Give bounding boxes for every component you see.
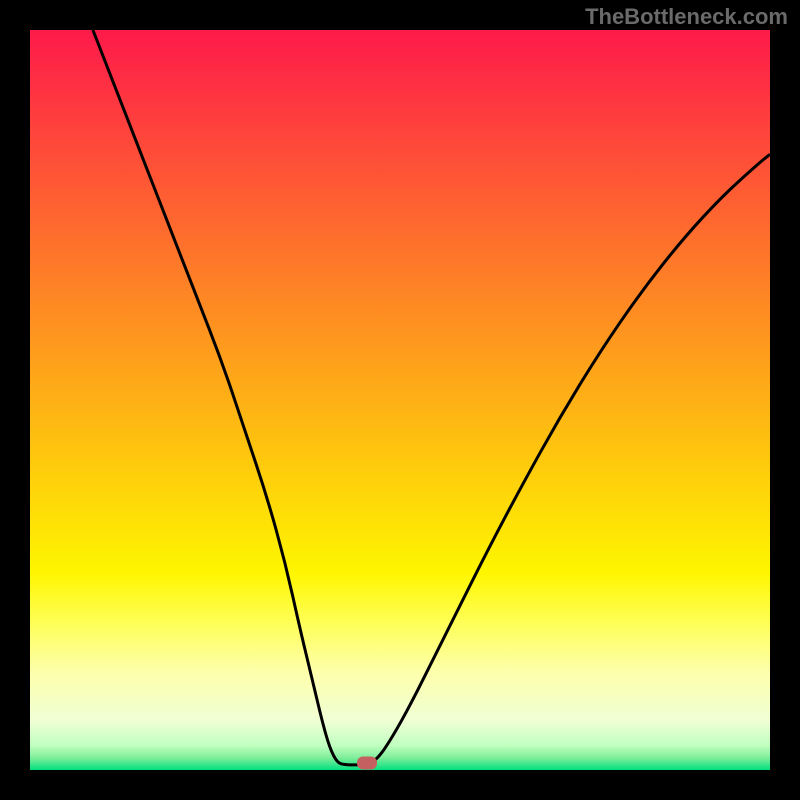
plot-area <box>30 30 770 770</box>
curve-svg <box>30 30 770 770</box>
optimal-marker-rect <box>357 756 377 769</box>
watermark-text: TheBottleneck.com <box>585 4 788 30</box>
optimal-marker <box>357 756 377 769</box>
bottleneck-curve <box>93 30 770 765</box>
chart-container: TheBottleneck.com <box>0 0 800 800</box>
